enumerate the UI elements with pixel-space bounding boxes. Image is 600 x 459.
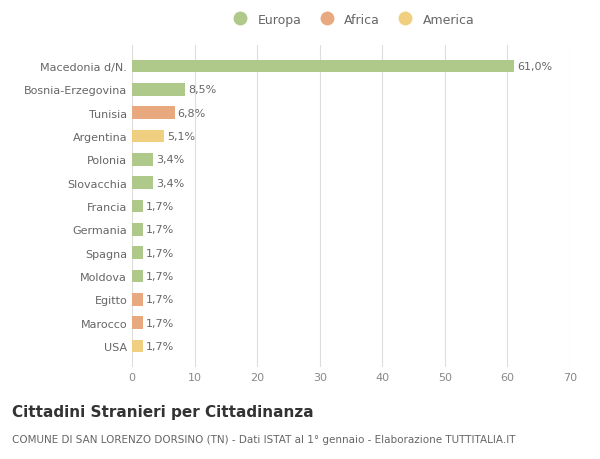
Bar (132, 317, 143, 329)
Bar (132, 61, 514, 73)
Bar (132, 200, 143, 213)
Bar (132, 84, 185, 96)
Bar (132, 107, 175, 120)
Text: 1,7%: 1,7% (146, 225, 174, 235)
Text: 1,7%: 1,7% (146, 341, 174, 351)
Bar (132, 270, 143, 283)
Bar (132, 177, 153, 190)
Text: 5,1%: 5,1% (167, 132, 195, 142)
Text: 3,4%: 3,4% (157, 155, 185, 165)
Text: 6,8%: 6,8% (178, 108, 206, 118)
Text: 1,7%: 1,7% (146, 271, 174, 281)
Text: 1,7%: 1,7% (146, 318, 174, 328)
Text: 1,7%: 1,7% (146, 202, 174, 212)
Text: 1,7%: 1,7% (146, 295, 174, 305)
Text: 3,4%: 3,4% (157, 178, 185, 188)
Legend: Europa, Africa, America: Europa, Africa, America (228, 14, 474, 27)
Text: 8,5%: 8,5% (188, 85, 217, 95)
Text: Cittadini Stranieri per Cittadinanza: Cittadini Stranieri per Cittadinanza (12, 404, 314, 419)
Bar (132, 246, 143, 259)
Text: 61,0%: 61,0% (517, 62, 552, 72)
Bar (132, 340, 143, 353)
Bar (132, 293, 143, 306)
Bar (132, 130, 164, 143)
Text: 1,7%: 1,7% (146, 248, 174, 258)
Text: COMUNE DI SAN LORENZO DORSINO (TN) - Dati ISTAT al 1° gennaio - Elaborazione TUT: COMUNE DI SAN LORENZO DORSINO (TN) - Dat… (12, 434, 515, 444)
Bar (132, 154, 153, 167)
Bar (132, 224, 143, 236)
